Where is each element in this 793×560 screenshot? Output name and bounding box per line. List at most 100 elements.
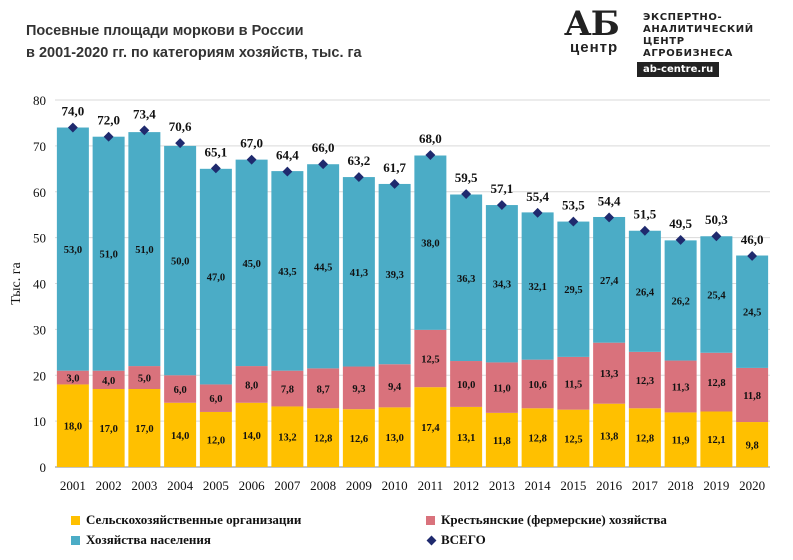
bar-farms: [378, 364, 411, 408]
data-label-agri-orgs: 13,1: [457, 433, 475, 444]
bar-agri-orgs: [128, 389, 161, 467]
data-label-farms: 13,3: [600, 369, 618, 380]
bar-agri-orgs: [271, 406, 304, 467]
data-label-farms: 7,8: [281, 385, 294, 396]
bar-households: [307, 164, 340, 369]
bar-households: [700, 236, 733, 353]
x-tick-label: 2020: [739, 478, 765, 493]
data-label-agri-orgs: 17,0: [99, 424, 117, 435]
data-label-agri-orgs: 12,1: [707, 435, 725, 446]
y-tick-label: 80: [33, 93, 46, 108]
logo-caption-line4: АГРОБИЗНЕСА: [643, 48, 733, 59]
bar-agri-orgs: [521, 408, 554, 467]
data-label-farms: 11,8: [743, 391, 761, 402]
data-label-agri-orgs: 12,5: [564, 434, 582, 445]
data-label-households: 44,5: [314, 262, 332, 273]
data-label-households: 53,0: [64, 245, 82, 256]
data-label-agri-orgs: 12,8: [528, 434, 546, 445]
data-label-farms: 10,6: [528, 380, 546, 391]
y-axis-label: Тыс. га: [9, 262, 24, 305]
chart-title-line1: Посевные площади моркови в России: [26, 23, 304, 39]
data-label-farms: 8,0: [245, 380, 258, 391]
bar-farms: [557, 356, 590, 410]
y-tick-label: 20: [33, 368, 46, 383]
data-label-farms: 6,0: [174, 385, 187, 396]
total-label: 57,1: [491, 181, 514, 196]
bar-agri-orgs: [485, 412, 518, 467]
data-label-agri-orgs: 13,2: [278, 433, 296, 444]
logo-word: АБ: [564, 4, 620, 44]
bar-agri-orgs: [450, 406, 483, 467]
data-label-farms: 12,3: [636, 376, 654, 387]
logo-caption-line3: ЦЕНТР: [643, 36, 685, 47]
data-label-households: 34,3: [493, 280, 511, 291]
x-tick-label: 2009: [346, 478, 372, 493]
x-tick-label: 2005: [203, 478, 229, 493]
y-tick-label: 40: [33, 277, 46, 292]
bar-agri-orgs: [92, 389, 125, 467]
data-label-agri-orgs: 12,0: [207, 435, 225, 446]
total-marker: [604, 212, 615, 223]
data-label-farms: 6,0: [209, 394, 222, 405]
total-label: 55,4: [526, 189, 549, 204]
data-label-agri-orgs: 14,0: [171, 431, 189, 442]
logo-caption-line2: АНАЛИТИЧЕСКИЙ: [643, 24, 754, 35]
data-label-households: 26,4: [636, 287, 655, 298]
x-tick-label: 2012: [453, 478, 479, 493]
y-tick-label: 30: [33, 322, 46, 337]
total-label: 54,4: [598, 193, 621, 208]
data-label-households: 24,5: [743, 308, 761, 319]
total-marker: [282, 166, 293, 177]
total-marker: [103, 131, 114, 142]
data-label-households: 41,3: [350, 268, 368, 279]
bar-households: [736, 255, 769, 368]
bar-farms: [593, 342, 626, 404]
bar-farms: [92, 370, 125, 390]
bar-farms: [56, 370, 89, 385]
x-tick-label: 2018: [668, 478, 694, 493]
data-label-households: 47,0: [207, 273, 225, 284]
total-label: 70,6: [169, 119, 192, 134]
total-label: 51,5: [634, 207, 657, 222]
data-label-households: 25,4: [707, 291, 726, 302]
data-label-farms: 11,5: [564, 379, 582, 390]
bar-farms: [628, 351, 661, 409]
bar-agri-orgs: [664, 412, 697, 467]
total-label: 74,0: [62, 104, 85, 119]
bar-households: [128, 132, 161, 367]
bar-households: [92, 136, 125, 371]
data-label-households: 36,3: [457, 274, 475, 285]
x-tick-label: 2010: [382, 478, 408, 493]
total-marker: [568, 216, 579, 227]
bar-farms: [271, 370, 304, 407]
bar-agri-orgs: [736, 422, 769, 467]
x-tick-label: 2015: [560, 478, 586, 493]
data-label-farms: 3,0: [66, 374, 79, 385]
bar-agri-orgs: [414, 387, 447, 467]
bar-agri-orgs: [700, 411, 733, 467]
x-tick-label: 2008: [310, 478, 336, 493]
data-label-agri-orgs: 11,9: [672, 436, 690, 447]
x-tick-label: 2006: [239, 478, 266, 493]
total-label: 50,3: [705, 212, 728, 227]
bar-households: [521, 212, 554, 360]
total-label: 72,0: [97, 113, 120, 128]
x-tick-label: 2001: [60, 478, 86, 493]
logo-url: ab-centre.ru: [637, 62, 720, 77]
data-label-agri-orgs: 17,0: [135, 424, 153, 435]
data-label-agri-orgs: 9,8: [746, 441, 759, 452]
bar-farms: [521, 359, 554, 409]
y-tick-label: 10: [33, 414, 46, 429]
bar-agri-orgs: [307, 408, 340, 467]
x-tick-label: 2017: [632, 478, 659, 493]
total-marker: [461, 189, 472, 199]
bar-farms: [128, 366, 161, 390]
bar-agri-orgs: [628, 408, 661, 467]
x-tick-label: 2002: [96, 478, 122, 493]
x-tick-label: 2003: [131, 478, 157, 493]
bar-households: [56, 127, 89, 371]
data-label-farms: 4,0: [102, 376, 115, 387]
total-label: 67,0: [240, 136, 263, 151]
bar-households: [450, 194, 483, 362]
